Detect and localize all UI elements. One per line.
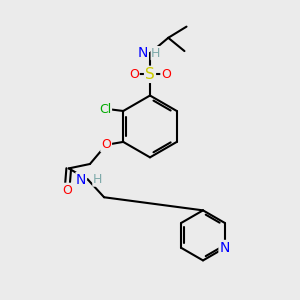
Text: N: N — [76, 172, 86, 187]
Text: N: N — [220, 241, 230, 255]
Text: O: O — [101, 138, 111, 151]
Text: O: O — [62, 184, 72, 197]
Text: O: O — [129, 68, 139, 81]
Text: S: S — [145, 67, 155, 82]
Text: H: H — [151, 46, 160, 60]
Text: O: O — [161, 68, 171, 81]
Text: N: N — [138, 46, 148, 60]
Text: H: H — [93, 173, 102, 186]
Text: Cl: Cl — [99, 103, 111, 116]
